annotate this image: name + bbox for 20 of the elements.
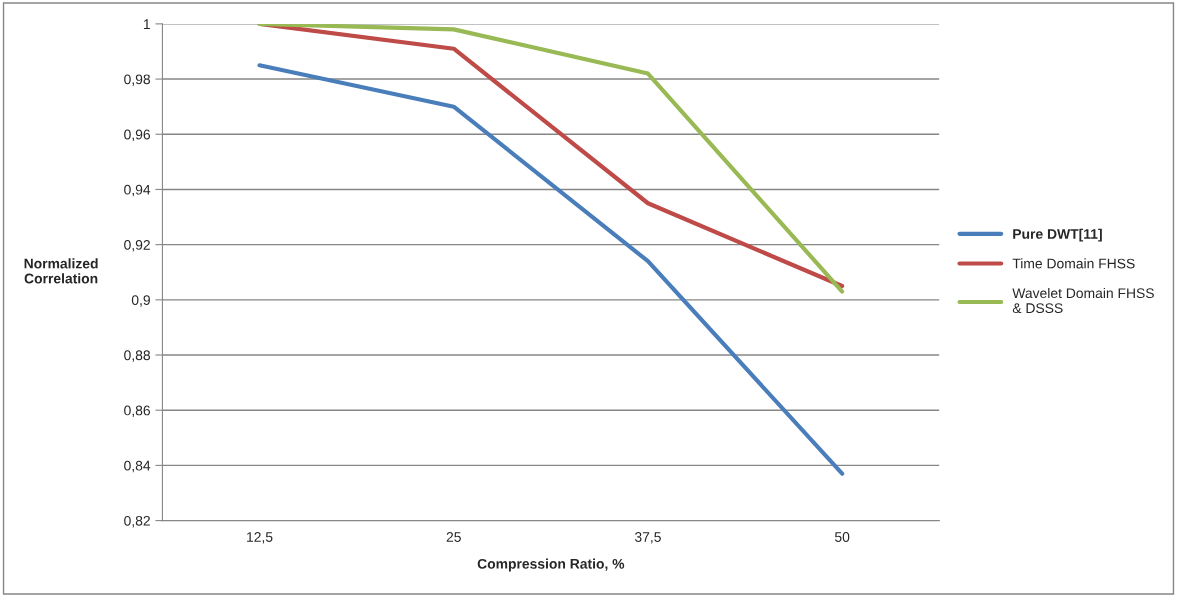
- y-tick-label: 0,96: [124, 129, 151, 142]
- legend-label: Wavelet Domain FHSS & DSSS: [1012, 287, 1154, 314]
- y-tick-label: 0,88: [124, 350, 151, 362]
- y-axis-title: Normalized Correlation: [24, 258, 98, 284]
- y-tick-label: 0,86: [124, 405, 151, 418]
- x-tick-label: 37,5: [634, 532, 661, 544]
- legend-label: Time Domain FHSS: [1012, 258, 1135, 269]
- y-tick-label: 0,94: [124, 184, 151, 197]
- x-tick-label: 12,5: [247, 532, 273, 544]
- line-series: [257, 63, 845, 476]
- y-tick-label: 1: [143, 19, 150, 29]
- x-tick-label: 50: [834, 532, 850, 542]
- y-tick-label: 0,9: [131, 295, 150, 307]
- x-tick-label: 25: [446, 532, 461, 542]
- y-tick-label: 0,82: [124, 515, 150, 528]
- legend-label: Pure DWT[11]: [1013, 228, 1102, 242]
- y-tick-label: 0,92: [124, 239, 150, 252]
- y-tick-label: 0,84: [124, 460, 151, 473]
- y-tick-label: 0,98: [124, 74, 151, 86]
- x-axis-title: Compression Ratio, %: [477, 558, 625, 572]
